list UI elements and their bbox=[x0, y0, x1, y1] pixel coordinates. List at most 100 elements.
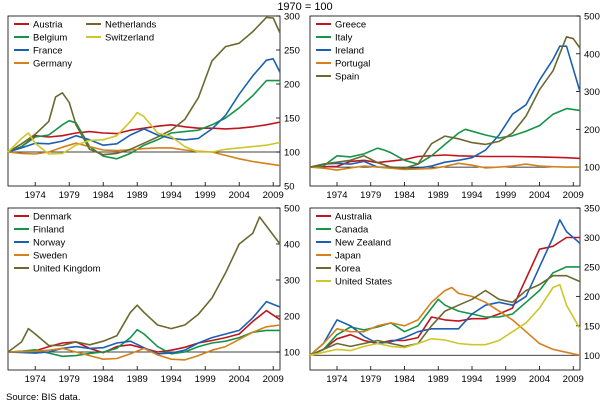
legend-label: Japan bbox=[335, 251, 361, 262]
series-line-ireland bbox=[309, 45, 581, 169]
x-tick-label: 1989 bbox=[428, 374, 449, 385]
source-note: Source: BIS data. bbox=[6, 392, 81, 403]
y-tick-label: 500 bbox=[284, 204, 300, 215]
legend-label: Spain bbox=[335, 72, 359, 83]
y-tick-label: 200 bbox=[284, 80, 300, 91]
legend-label: Korea bbox=[335, 264, 361, 275]
y-tick-label: 200 bbox=[584, 292, 600, 303]
plot-frame bbox=[7, 15, 281, 187]
legend: Denmark Finland Norway Sweden United Kingdom bbox=[14, 212, 101, 275]
legend-label: United Kingdom bbox=[33, 264, 101, 275]
series-line-norway bbox=[7, 300, 281, 355]
x-tick-label: 1999 bbox=[495, 374, 516, 385]
series-line-france bbox=[7, 58, 281, 153]
x-tick-label: 1989 bbox=[127, 190, 148, 201]
legend-label: Austria bbox=[33, 20, 63, 31]
y-tick-label: 100 bbox=[284, 148, 300, 159]
chart-panel-bottom-left: 1974 1979 1984 1989 1994 1999 2004 2009 100 200 30… bbox=[7, 204, 300, 385]
legend: Austria Belgium France Germany Netherlands Sw… bbox=[14, 20, 156, 70]
legend-label: Netherlands bbox=[105, 20, 156, 31]
y-tick-label: 250 bbox=[584, 262, 600, 273]
x-tick-label: 1994 bbox=[161, 374, 182, 385]
series-line-australia bbox=[309, 236, 580, 357]
x-tick-label: 1999 bbox=[195, 374, 216, 385]
x-tick-label: 1994 bbox=[461, 190, 482, 201]
series-line-japan bbox=[309, 286, 581, 357]
y-tick-label: 300 bbox=[284, 12, 300, 23]
x-tick-label: 1979 bbox=[360, 190, 381, 201]
x-tick-label: 2009 bbox=[263, 190, 284, 201]
y-tick-label: 350 bbox=[584, 204, 600, 215]
x-tick-label: 1994 bbox=[161, 190, 182, 201]
x-tick-label: 1984 bbox=[394, 190, 415, 201]
series-line-finland bbox=[7, 328, 280, 358]
x-tick-label: 1994 bbox=[461, 374, 482, 385]
x-tick-label: 1979 bbox=[59, 190, 80, 201]
series-line-portugal bbox=[309, 162, 580, 171]
y-tick-label: 300 bbox=[584, 233, 600, 244]
x-tick-label: 2009 bbox=[563, 190, 584, 201]
legend: Australia Canada New Zealand Japan Korea Unit… bbox=[316, 212, 392, 288]
x-tick-label: 1999 bbox=[195, 190, 216, 201]
y-tick-label: 150 bbox=[584, 321, 600, 332]
x-tick-label: 1974 bbox=[25, 190, 46, 201]
legend-label: Ireland bbox=[335, 46, 364, 57]
series-line-sweden bbox=[7, 324, 281, 361]
y-tick-label: 300 bbox=[284, 276, 300, 287]
x-tick-label: 1974 bbox=[326, 190, 347, 201]
series-line-denmark bbox=[7, 309, 281, 354]
y-tick-label: 400 bbox=[284, 240, 300, 251]
plot-frame bbox=[309, 15, 581, 187]
legend-label: United States bbox=[335, 277, 392, 288]
x-tick-label: 2004 bbox=[529, 190, 550, 201]
legend-label: Australia bbox=[335, 212, 373, 223]
legend-label: Belgium bbox=[33, 33, 67, 44]
legend-label: Portugal bbox=[335, 59, 370, 70]
series-line-spain bbox=[309, 36, 581, 169]
x-tick-label: 1974 bbox=[326, 374, 347, 385]
y-tick-label: 100 bbox=[584, 351, 600, 362]
legend-label: Greece bbox=[335, 20, 366, 31]
x-tick-label: 1979 bbox=[59, 374, 80, 385]
series-line-italy bbox=[309, 107, 581, 168]
x-tick-label: 2004 bbox=[529, 374, 550, 385]
y-tick-label: 150 bbox=[284, 114, 300, 125]
x-tick-label: 1984 bbox=[93, 374, 114, 385]
plot-frame bbox=[309, 207, 581, 371]
legend-label: Finland bbox=[33, 225, 64, 236]
series-line-united-kingdom bbox=[7, 216, 281, 353]
series-line-switzerland bbox=[7, 111, 281, 155]
series-line-germany bbox=[7, 142, 281, 167]
x-tick-label: 1979 bbox=[360, 374, 381, 385]
legend: Greece Italy Ireland Portugal Spain bbox=[316, 20, 370, 83]
x-tick-label: 1984 bbox=[93, 190, 114, 201]
x-tick-label: 1974 bbox=[25, 374, 46, 385]
series-line-netherlands bbox=[7, 16, 281, 156]
legend-label: France bbox=[33, 46, 63, 57]
x-tick-label: 1989 bbox=[127, 374, 148, 385]
plot-frame bbox=[7, 207, 281, 371]
series-line-canada bbox=[309, 266, 580, 357]
x-tick-label: 2009 bbox=[563, 374, 584, 385]
y-tick-label: 50 bbox=[284, 182, 295, 193]
legend-label: Canada bbox=[335, 225, 369, 236]
legend-label: Switzerland bbox=[105, 33, 154, 44]
series-line-united-states bbox=[309, 283, 581, 357]
y-tick-label: 500 bbox=[584, 12, 600, 23]
legend-label: Italy bbox=[335, 33, 353, 44]
y-tick-label: 400 bbox=[584, 49, 600, 60]
series-line-korea bbox=[309, 274, 581, 357]
legend-label: Norway bbox=[33, 238, 65, 249]
y-tick-label: 200 bbox=[284, 312, 300, 323]
legend-label: Sweden bbox=[33, 251, 67, 262]
chart-panel-top-right: 1974 1979 1984 1989 1994 1999 2004 2009 100 200 30… bbox=[309, 12, 600, 201]
legend-label: Germany bbox=[33, 59, 72, 70]
x-tick-label: 1999 bbox=[495, 190, 516, 201]
y-tick-label: 200 bbox=[584, 125, 600, 136]
legend-label: Denmark bbox=[33, 212, 72, 223]
x-tick-label: 2004 bbox=[229, 190, 250, 201]
x-tick-label: 1984 bbox=[394, 374, 415, 385]
y-tick-label: 100 bbox=[584, 163, 600, 174]
